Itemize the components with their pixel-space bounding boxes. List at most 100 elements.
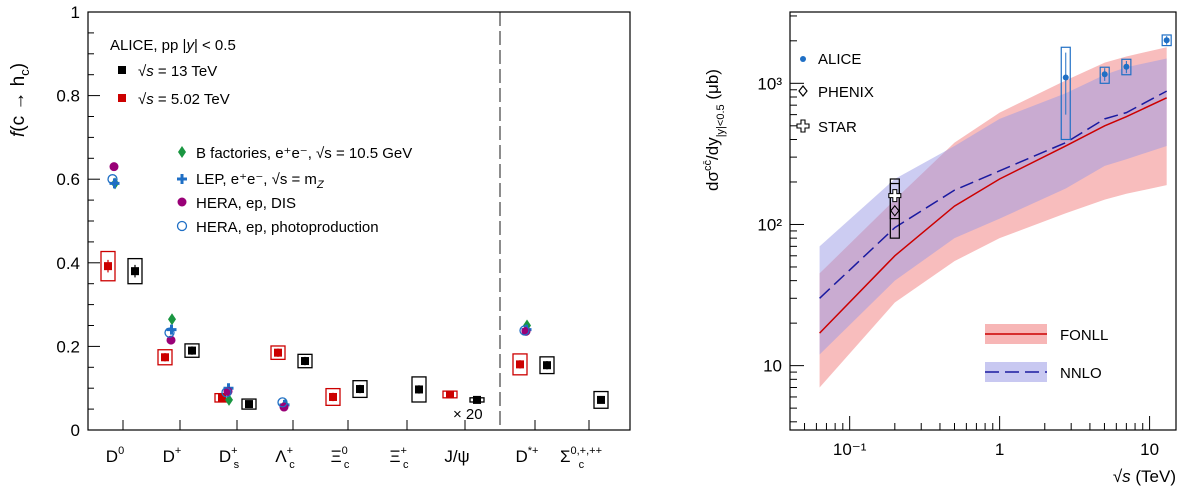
left-x-axis: D0 D+ D+ s Λ+ c Ξ0 c Ξ+ c J/ψ D*+ Σ0,+,++ c bbox=[106, 420, 602, 471]
nnlo-band bbox=[819, 58, 1167, 355]
legend-502tev-s: s bbox=[146, 91, 154, 108]
data-point-square bbox=[516, 360, 524, 369]
data-point-open-cross bbox=[888, 189, 902, 203]
legend-header-y: y bbox=[185, 37, 195, 54]
legend-nnlo-label: NNLO bbox=[1060, 365, 1102, 382]
left-legend-mid: B factories, e⁺e⁻, √s = 10.5 GeV LEP, e⁺… bbox=[176, 145, 412, 236]
right-y-tick-label: 10³ bbox=[757, 74, 782, 93]
sys-box bbox=[411, 376, 427, 403]
legend-lep-cross bbox=[177, 174, 187, 184]
legend-lep-sub: Z bbox=[316, 179, 325, 191]
data-point-square bbox=[356, 385, 364, 394]
legend-marker-13tev bbox=[118, 66, 126, 74]
right-y-tick-label: 10 bbox=[763, 357, 782, 376]
legend-phenix-diamond bbox=[798, 85, 808, 97]
left-data-points bbox=[100, 162, 609, 412]
legend-13tev-s: s bbox=[146, 63, 154, 80]
left-x-tick-label: D*+ bbox=[516, 445, 539, 466]
right-y-tick-label: 10² bbox=[757, 215, 782, 234]
left-y-axis-label: f(c → hc) bbox=[8, 63, 32, 137]
left-x-tick-label: D+ bbox=[163, 445, 182, 466]
data-point-square bbox=[161, 353, 169, 362]
data-point-open-circle bbox=[221, 387, 232, 398]
right-plot-frame bbox=[789, 11, 1177, 431]
data-point-circle bbox=[166, 335, 176, 345]
left-y-axis: 0 0.2 0.4 0.6 0.8 1 bbox=[56, 3, 100, 440]
right-legend-top: ALICE PHENIX STAR bbox=[796, 51, 874, 136]
data-point-circle bbox=[109, 162, 119, 172]
left-y-tick-label: 1 bbox=[71, 3, 80, 22]
left-y-tick-label: 0.2 bbox=[56, 337, 80, 356]
sys-box bbox=[889, 178, 900, 220]
y-label-rest: (c → h bbox=[8, 76, 29, 132]
sys-box bbox=[1161, 34, 1172, 47]
data-point-open-circle bbox=[164, 327, 175, 338]
right-x-tick-label: 10 bbox=[1140, 440, 1159, 459]
svg-text:√s = 5.02 TeV: √s = 5.02 TeV bbox=[138, 91, 230, 108]
sys-box bbox=[157, 349, 173, 366]
right-legend-bottom: FONLL NNLO bbox=[985, 324, 1108, 382]
left-y-tick-label: 0.8 bbox=[56, 87, 80, 106]
svg-text:dσcc̄/dy|y|<0.5 (μb): dσcc̄/dy|y|<0.5 (μb) bbox=[702, 69, 727, 191]
sys-box bbox=[270, 345, 286, 361]
legend-marker-502tev bbox=[118, 94, 126, 102]
left-x-tick-label: Σ0,+,++ c bbox=[560, 445, 602, 471]
left-panel: 0 0.2 0.4 0.6 0.8 1 D0 D+ D+ s Λ+ c Ξ0 c Ξ+ c J/ψ D*+ Σ0,… bbox=[8, 3, 631, 471]
data-point-square bbox=[301, 357, 309, 366]
sys-box bbox=[593, 390, 609, 409]
left-legend-top: ALICE, pp |y| < 0.5 √s = 13 TeV √s = 5.0… bbox=[110, 37, 236, 108]
left-y-tick-label: 0.6 bbox=[56, 170, 80, 189]
data-point-open-circle bbox=[519, 325, 530, 336]
sys-box bbox=[352, 380, 368, 399]
sys-box bbox=[100, 250, 116, 282]
legend-502tev-suffix: = 5.02 TeV bbox=[154, 91, 230, 108]
legend-hera-photo-label: HERA, ep, photoproduction bbox=[196, 219, 379, 236]
data-point-square bbox=[245, 400, 253, 409]
data-point-open-diamond bbox=[890, 204, 900, 217]
sys-box bbox=[241, 398, 257, 410]
legend-lep-label: LEP, e⁺e⁻, √s = m bbox=[196, 171, 317, 188]
left-x-tick-label: J/ψ bbox=[444, 447, 469, 466]
data-point-cross bbox=[166, 324, 177, 335]
sys-box bbox=[1121, 58, 1132, 76]
right-panel: 10 10² 10³ 10⁻¹ 1 10 ALICE PHENIX STAR FONLL… bbox=[702, 11, 1177, 486]
legend-header-suffix: | < 0.5 bbox=[194, 37, 236, 54]
legend-hera-dis-circle bbox=[177, 197, 187, 207]
legend-phenix-label: PHENIX bbox=[818, 84, 874, 101]
legend-502tev-sqrt: √ bbox=[138, 91, 147, 108]
legend-13tev-suffix: = 13 TeV bbox=[154, 63, 218, 80]
data-point-square bbox=[218, 393, 226, 402]
legend-fonll-label: FONLL bbox=[1060, 327, 1108, 344]
right-x-axis-label: √s (TeV) bbox=[1113, 467, 1176, 486]
data-point-dot bbox=[1123, 63, 1130, 70]
svg-text:ALICE, pp |y| < 0.5: ALICE, pp |y| < 0.5 bbox=[110, 37, 236, 54]
sys-box bbox=[539, 356, 555, 375]
left-y-tick-label: 0 bbox=[71, 421, 80, 440]
right-x-tick-label: 1 bbox=[995, 440, 1004, 459]
right-x-tick-label: 10⁻¹ bbox=[833, 440, 867, 459]
legend-13tev-sqrt: √ bbox=[138, 63, 147, 80]
left-x-tick-label: Ξ0 c bbox=[331, 445, 350, 471]
legend-alice-dot bbox=[800, 56, 806, 62]
data-point-square bbox=[131, 267, 139, 276]
legend-header-prefix: ALICE, pp | bbox=[110, 37, 186, 54]
svg-text:√s = 13 TeV: √s = 13 TeV bbox=[138, 63, 217, 80]
left-x-tick-label: Ξ+ c bbox=[389, 445, 409, 471]
fonll-line bbox=[819, 97, 1167, 334]
right-y-axis: 10 10² 10³ bbox=[757, 15, 804, 423]
sys-box bbox=[184, 343, 200, 358]
y-label-sub: c bbox=[17, 69, 32, 76]
left-x-tick-label: Λ+ c bbox=[275, 445, 295, 471]
data-point-square bbox=[188, 346, 196, 355]
data-point-open-circle bbox=[277, 397, 288, 408]
data-point-square bbox=[329, 392, 337, 401]
data-point-diamond bbox=[168, 313, 176, 326]
legend-star-cross bbox=[796, 119, 810, 133]
svg-text:f(c → hc): f(c → hc) bbox=[8, 63, 32, 137]
data-point-dot bbox=[1163, 37, 1170, 44]
legend-star-label: STAR bbox=[818, 119, 857, 136]
annotation-x20: × 20 bbox=[453, 406, 483, 423]
sys-box bbox=[1099, 66, 1110, 84]
right-x-axis: 10⁻¹ 1 10 bbox=[789, 416, 1159, 459]
